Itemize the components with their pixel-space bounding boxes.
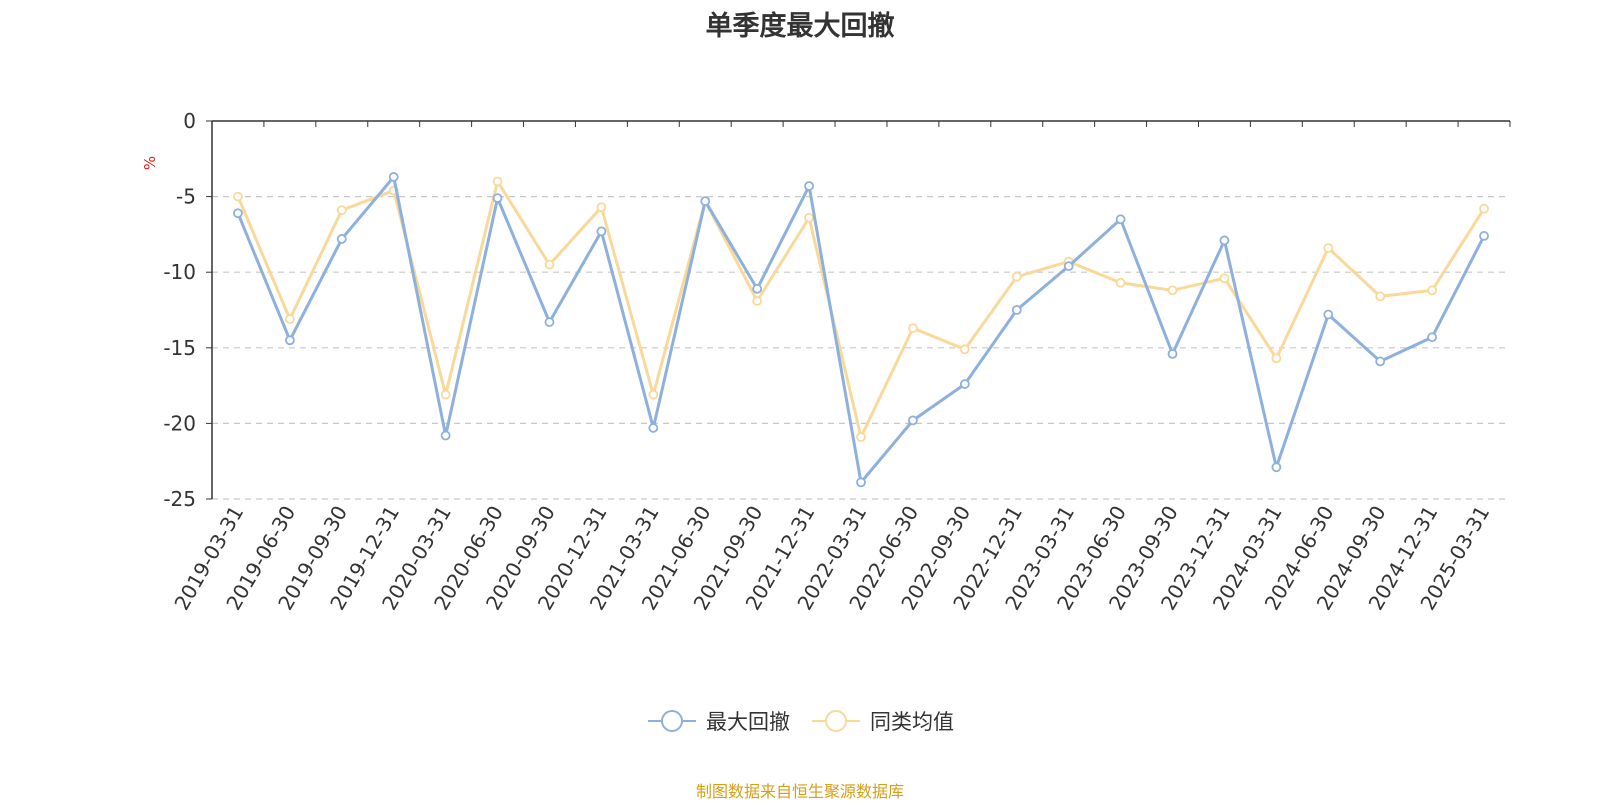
y-tick-label: -5 — [176, 185, 196, 209]
y-tick-label: 0 — [183, 109, 196, 133]
y-axis-label: % — [141, 156, 159, 170]
data-point-1[interactable] — [440, 389, 451, 400]
data-point-0[interactable] — [1011, 305, 1022, 315]
data-point-1[interactable] — [648, 389, 659, 400]
data-point-0[interactable] — [1115, 214, 1126, 225]
legend: 最大回撤 同类均值 — [0, 706, 1600, 736]
data-point-1[interactable] — [1479, 203, 1489, 214]
data-point-0[interactable] — [1323, 309, 1334, 320]
data-point-0[interactable] — [1375, 356, 1386, 367]
data-point-0[interactable] — [1167, 348, 1178, 359]
legend-item-max-drawdown[interactable]: 最大回撤 — [646, 706, 790, 736]
chart-title: 单季度最大回撤 — [705, 11, 895, 42]
data-point-1[interactable] — [544, 259, 555, 270]
y-tick-label: -25 — [163, 487, 196, 511]
data-point-1[interactable] — [336, 205, 347, 216]
y-tick-label: -10 — [163, 260, 196, 284]
legend-line-circle-icon — [648, 710, 696, 732]
data-point-1[interactable] — [1219, 273, 1230, 284]
data-point-0[interactable] — [959, 379, 970, 389]
legend-item-peer-average[interactable]: 同类均值 — [810, 706, 954, 736]
data-point-0[interactable] — [1219, 235, 1230, 246]
source-note: 制图数据来自恒生聚源数据库 — [695, 782, 904, 801]
y-tick-label: -20 — [163, 411, 196, 435]
data-point-0[interactable] — [492, 193, 503, 204]
data-point-0[interactable] — [1479, 231, 1489, 241]
data-point-0[interactable] — [752, 283, 763, 294]
data-point-0[interactable] — [1427, 332, 1438, 343]
data-point-0[interactable] — [388, 172, 399, 182]
data-point-1[interactable] — [1167, 285, 1178, 296]
series-line-1 — [236, 179, 1486, 439]
data-point-1[interactable] — [752, 296, 763, 306]
data-point-0[interactable] — [856, 477, 866, 488]
data-point-0[interactable] — [804, 181, 814, 191]
data-point-1[interactable] — [1323, 243, 1334, 253]
data-point-0[interactable] — [1271, 462, 1282, 473]
data-point-0[interactable] — [233, 208, 243, 219]
data-point-1[interactable] — [804, 212, 814, 223]
legend-label: 同类均值 — [870, 710, 954, 734]
data-point-1[interactable] — [1115, 277, 1126, 288]
data-point-1[interactable] — [284, 314, 295, 324]
data-point-0[interactable] — [1063, 261, 1074, 272]
data-point-1[interactable] — [492, 176, 503, 187]
data-point-0[interactable] — [544, 317, 555, 327]
data-point-1[interactable] — [233, 191, 243, 202]
data-point-1[interactable] — [1011, 271, 1022, 282]
y-tick-label: -15 — [163, 336, 196, 360]
data-point-0[interactable] — [284, 335, 295, 346]
data-point-0[interactable] — [648, 423, 659, 433]
data-point-0[interactable] — [700, 196, 711, 207]
data-point-1[interactable] — [596, 202, 607, 213]
data-point-1[interactable] — [1375, 291, 1386, 302]
legend-line-circle-icon — [812, 710, 860, 732]
data-point-1[interactable] — [856, 432, 866, 442]
data-point-0[interactable] — [336, 234, 347, 244]
data-point-0[interactable] — [596, 226, 607, 237]
data-point-1[interactable] — [1271, 353, 1282, 364]
data-point-0[interactable] — [908, 415, 918, 426]
legend-label: 最大回撤 — [706, 710, 790, 734]
data-point-1[interactable] — [959, 344, 970, 355]
data-point-1[interactable] — [1427, 285, 1438, 296]
data-point-0[interactable] — [440, 430, 451, 441]
data-point-1[interactable] — [908, 323, 918, 334]
